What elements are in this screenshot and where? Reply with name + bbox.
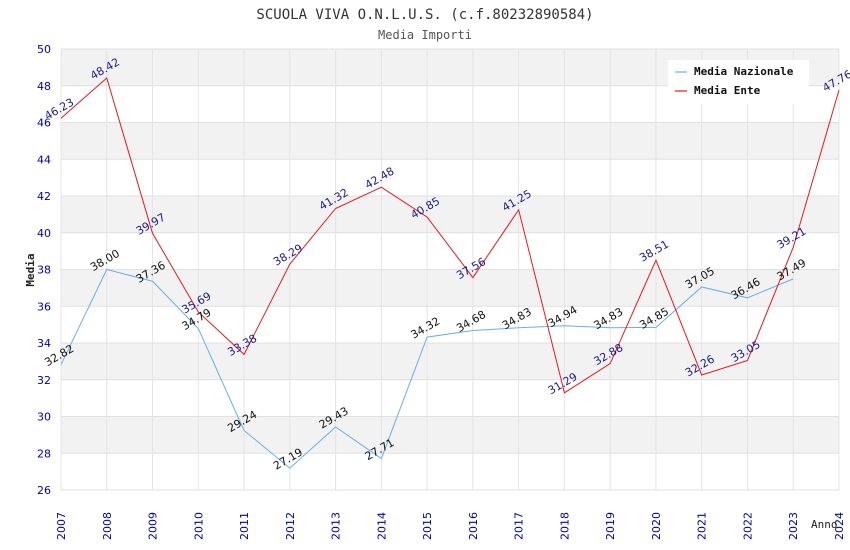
legend-box [668, 60, 809, 104]
legend-label-media-nazionale: Media Nazionale [694, 65, 794, 78]
y-tick-label: 40 [37, 227, 51, 240]
y-axis-label: Media [24, 253, 37, 286]
series-line-media-ente [60, 77, 840, 394]
x-tick-label: 2014 [375, 512, 388, 540]
background-bands [61, 49, 839, 490]
x-tick-label: 2013 [330, 512, 343, 540]
y-tick-label: 30 [37, 411, 51, 424]
chart-subtitle: Media Importi [378, 28, 472, 42]
y-axis-ticks: 26 28 30 32 34 36 38 40 42 44 46 48 50 [37, 43, 51, 497]
x-tick-label: 2015 [421, 512, 434, 540]
y-tick-label: 34 [37, 337, 51, 350]
legend-label-media-ente: Media Ente [694, 84, 761, 97]
y-tick-label: 42 [37, 190, 51, 203]
y-tick-label: 38 [37, 264, 51, 277]
y-tick-label: 44 [37, 153, 51, 166]
x-tick-label: 2022 [741, 512, 754, 540]
band [61, 306, 839, 343]
y-tick-label: 26 [37, 484, 51, 497]
x-tick-label: 2009 [147, 512, 160, 540]
legend: Media Nazionale Media Ente [668, 60, 809, 104]
x-tick-label: 2017 [513, 512, 526, 540]
y-tick-label: 28 [37, 447, 51, 460]
band [61, 196, 839, 233]
y-tick-label: 46 [37, 117, 51, 130]
x-axis-ticks: 2007 2008 2009 2010 2011 2012 2013 2014 2015 2016… [55, 512, 846, 540]
x-tick-label: 2020 [650, 512, 663, 540]
x-tick-label: 2024 [833, 512, 846, 540]
series-lines [60, 77, 840, 469]
x-tick-label: 2018 [558, 512, 571, 540]
x-tick-label: 2012 [284, 512, 297, 540]
y-tick-label: 36 [37, 300, 51, 313]
chart-title: SCUOLA VIVA O.N.L.U.S. (c.f.80232890584) [256, 7, 593, 23]
band [61, 453, 839, 490]
x-tick-label: 2007 [55, 512, 68, 540]
x-tick-label: 2023 [787, 512, 800, 540]
x-tick-label: 2008 [101, 512, 114, 540]
band [61, 269, 839, 307]
x-tick-label: 2019 [604, 512, 617, 540]
band [61, 416, 839, 454]
y-tick-label: 32 [37, 374, 51, 387]
x-tick-label: 2010 [192, 512, 205, 540]
y-tick-label: 50 [37, 43, 51, 56]
band [61, 232, 839, 270]
x-tick-label: 2011 [238, 512, 251, 540]
x-axis-label: Anno [811, 518, 838, 531]
x-tick-label: 2016 [467, 512, 480, 540]
x-tick-label: 2021 [696, 512, 709, 540]
band [61, 159, 839, 196]
band [61, 343, 839, 380]
band [61, 122, 839, 160]
y-tick-label: 48 [37, 80, 51, 93]
series-line-media-nazionale [60, 268, 794, 469]
band [61, 379, 839, 417]
